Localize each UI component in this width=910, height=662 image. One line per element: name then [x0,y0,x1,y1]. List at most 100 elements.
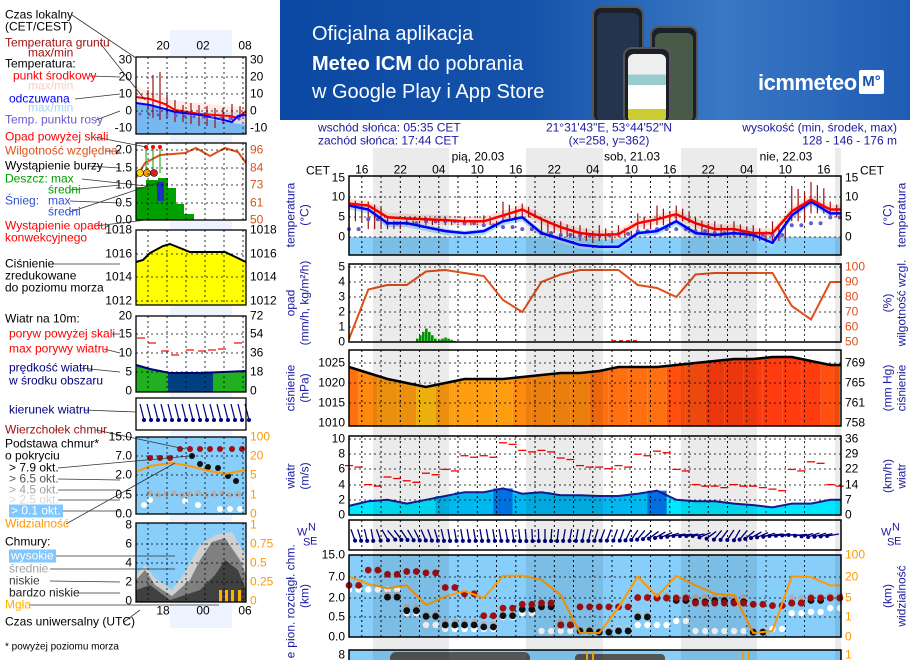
legend-tick-label: 0 [125,595,132,608]
legend-dew-dot [175,114,178,117]
legend-thunderstorm-marker [151,170,158,177]
axis-tick-label: 7 [845,494,852,507]
cloud-base-dot-thin [654,622,660,628]
wind-direction-arrowhead [819,534,823,538]
wind-direction-arrowhead [618,539,622,543]
cloud-base-dot-dense [509,612,516,619]
cloud-top-dot [759,601,766,608]
app-promo-banner[interactable]: Oficjalna aplikacja Meteo ICM do pobrani… [280,0,910,120]
hour-label: 16 [509,164,522,177]
legend-label: Czas uniwersalny (UTC) [5,616,135,629]
legend-cloud-top-dot [207,446,213,452]
wind-direction-arrowhead [825,534,829,538]
axis-tick-label: 100 [845,261,865,274]
legend-tick-label: 4 [125,557,132,570]
legend-tick-label: 10 [119,347,132,360]
legend-tick-label: -10 [250,122,267,135]
legend-tick-label: 1.5 [115,162,132,175]
legend-fog-bar [219,590,222,602]
icmmeteo-logo-badge: M° [859,70,884,94]
legend-dew-dot [220,117,223,120]
compass-e-label: E [894,536,901,549]
legend-local-hour: 02 [196,40,209,53]
wind-direction-arrowhead [806,535,810,539]
cloud-base-dot-thin [673,618,679,624]
axis-tick-label: 0 [845,231,852,244]
legend-dew-dot [139,113,142,116]
legend-tick-label: 10 [250,88,263,101]
legend-dew-dot [202,116,205,119]
legend-leader-line [58,479,120,480]
legend-tick-label: 84 [250,162,263,175]
wind-direction-arrowhead [641,537,645,541]
legend-cloud-top-dot [217,446,223,452]
hour-label: 04 [586,164,599,177]
legend-tick-label: 0.75 [250,538,273,551]
legend-tick-label: 1012 [105,295,132,308]
axis-tick-label: 4 [338,276,345,289]
legend-tick-label: 20 [250,450,263,463]
axis-tick-label: 2 [338,306,345,319]
legend-label: Śnieg: [5,195,39,208]
legend-tick-label: 1016 [105,248,132,261]
temp_left-unit: (°C) [299,204,312,225]
wind-direction-arrowhead [506,539,510,543]
wind-direction-arrowhead [800,534,804,538]
temp_right-unit: (°C) [882,204,895,225]
legend-cloud-top-dot [239,446,245,452]
axis-tick-label: 15 [332,172,345,185]
cloud-base-dot-thin [808,609,814,615]
legend-dew-dot [157,113,160,116]
hour-label: 16 [355,164,368,177]
legend-cloud-base-dot-thin [227,506,233,512]
wind-direction-arrowhead [512,539,516,543]
cloud-top-dot [605,603,612,610]
axis-tick-label: 5 [338,211,345,224]
legend-tick-label: 0 [125,105,132,118]
axis-tick-label: 5 [845,211,852,224]
wind-direction-arrowhead [493,539,497,543]
axis-tick-label: 0 [338,509,345,522]
dew-point-dot [809,221,813,225]
cloud-base-dot-dense [605,629,612,636]
cloud_right-title: widzialność [896,565,909,626]
wind-direction-arrowhead [454,539,458,543]
cloud-top-dot [519,601,526,608]
precip_right-title: wilgotność wzgl. [896,260,909,347]
legend-tick-label: 1012 [250,295,277,308]
legend-tick-label: 18 [250,366,263,379]
axis-tick-label: 5 [338,261,345,274]
hour-label: 04 [740,164,753,177]
legend-cloud-base-dot-thin [237,506,243,512]
dew-point-dot [357,227,361,231]
cloud-base-dot-dense [625,628,632,635]
banner-app-name: Meteo ICM [312,53,412,75]
cloud-base-dot-thin [365,586,371,592]
axis-tick-label: 4 [338,479,345,492]
hour-label: 10 [625,164,638,177]
legend-tick-label: 1014 [250,271,277,284]
dew-point-dot [790,223,794,227]
legend-label: poryw powyżej skali [9,328,115,341]
hour-label: 10 [779,164,792,177]
legend-utc-hour: 00 [196,605,209,618]
precip_left-unit: (mm/h, kg/m²/h) [299,261,312,346]
legend-fog-bar [238,590,241,602]
legend-leader-line [50,581,120,582]
legend-tick-label: 100 [250,431,270,444]
legend-cloud-top-dot [229,446,235,452]
hour-label: 10 [471,164,484,177]
legend-label: Wierzchołek chmur [5,424,107,437]
wind-direction-arrowhead [787,533,791,537]
legend-wind-arrowhead [205,418,209,422]
legend-tick-label: 8 [125,519,132,532]
legend-label: Widzialność [5,518,69,531]
legend-cloud-top-dot [187,446,193,452]
timezone-label: CET [306,165,330,178]
legend-tick-label: 72 [250,310,263,323]
wind-direction-arrowhead [653,536,657,540]
cloud-base-dot-dense [615,628,622,635]
legend-label: do poziomu morza [5,282,104,295]
legend-wind-arrowhead [142,418,146,422]
axis-tick-label: 2.0 [328,592,345,605]
